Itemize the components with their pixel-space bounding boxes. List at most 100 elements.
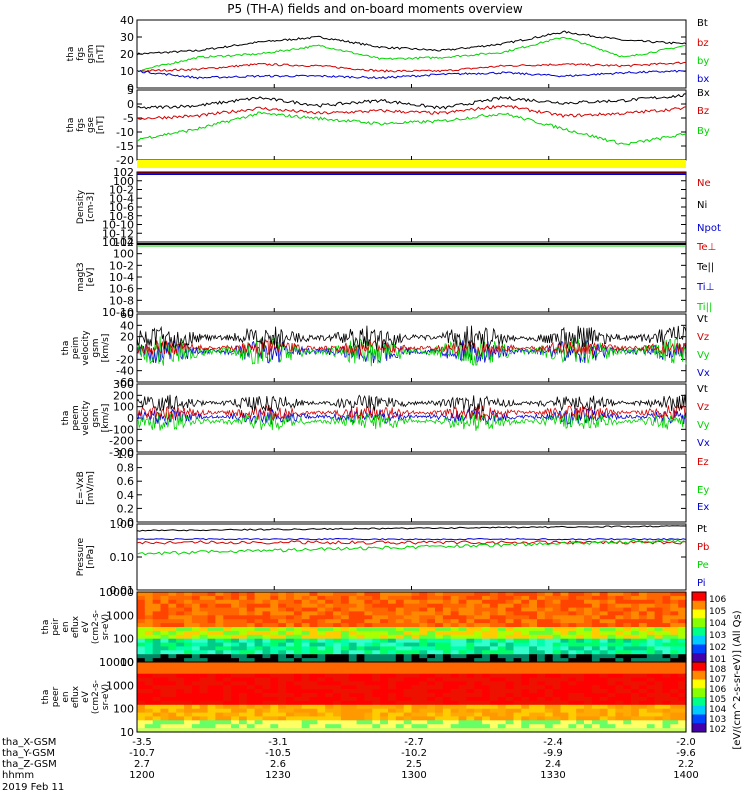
heatmap-cell bbox=[207, 712, 216, 718]
heatmap-cell bbox=[301, 619, 311, 624]
heatmap-cell bbox=[576, 592, 585, 597]
heatmap-cell bbox=[395, 595, 405, 601]
heatmap-cell bbox=[591, 716, 601, 721]
heatmap-cell bbox=[239, 720, 248, 725]
heatmap-cell bbox=[325, 592, 334, 597]
heatmap-cell bbox=[380, 611, 389, 616]
heatmap-cell bbox=[599, 619, 609, 624]
heatmap-cell bbox=[678, 716, 687, 721]
heatmap-cell bbox=[442, 689, 452, 694]
heatmap-cell bbox=[615, 627, 624, 632]
heatmap-cell bbox=[576, 603, 585, 609]
heatmap-cell bbox=[246, 689, 256, 694]
heatmap-cell bbox=[348, 716, 358, 721]
heatmap-cell bbox=[215, 611, 224, 616]
heatmap-cell bbox=[160, 689, 169, 694]
heatmap-cell bbox=[521, 662, 530, 667]
heatmap-cell bbox=[278, 627, 287, 632]
series-line-vz bbox=[136, 339, 687, 357]
heatmap-cell bbox=[411, 638, 420, 644]
heatmap-cell bbox=[646, 595, 656, 601]
heatmap-cell bbox=[184, 693, 193, 698]
heatmap-cell bbox=[325, 669, 334, 675]
heatmap-cell bbox=[435, 650, 444, 655]
heatmap-cell bbox=[356, 685, 365, 690]
y-axis-label: fgs bbox=[76, 47, 86, 61]
heatmap-cell bbox=[560, 716, 569, 721]
heatmap-cell bbox=[356, 627, 365, 632]
heatmap-cell bbox=[223, 603, 232, 609]
heatmap-cell bbox=[623, 693, 632, 698]
heatmap-cell bbox=[615, 724, 624, 729]
heatmap-cell bbox=[552, 689, 562, 694]
heatmap-cell bbox=[568, 700, 577, 706]
heatmap-cell bbox=[395, 708, 405, 714]
heatmap-cell bbox=[442, 712, 452, 718]
heatmap-cell bbox=[223, 685, 232, 690]
heatmap-cell bbox=[340, 677, 350, 683]
heatmap-cell bbox=[239, 607, 248, 613]
heatmap-cell bbox=[513, 630, 522, 636]
heatmap-cell bbox=[466, 700, 475, 706]
heatmap-cell bbox=[529, 615, 538, 620]
heatmap-cell bbox=[191, 716, 201, 721]
heatmap-cell bbox=[482, 662, 491, 667]
heatmap-cell bbox=[646, 728, 656, 733]
heatmap-cell bbox=[395, 665, 405, 671]
heatmap-cell bbox=[584, 700, 593, 706]
heatmap-cell bbox=[395, 720, 405, 725]
heatmap-cell bbox=[176, 619, 185, 624]
heatmap-cell bbox=[239, 689, 248, 694]
heatmap-cell bbox=[176, 720, 185, 725]
heatmap-cell bbox=[325, 724, 334, 729]
heatmap-cell bbox=[662, 724, 671, 729]
heatmap-cell bbox=[246, 728, 256, 733]
heatmap-cell bbox=[388, 685, 397, 690]
heatmap-cell bbox=[340, 673, 350, 679]
heatmap-cell bbox=[372, 704, 381, 710]
y-axis-label: sr-eV) bbox=[101, 684, 111, 710]
heatmap-cell bbox=[152, 627, 162, 632]
series-line-by bbox=[136, 111, 687, 146]
heatmap-cell bbox=[599, 716, 609, 721]
heatmap-cell bbox=[254, 615, 263, 620]
heatmap-cell bbox=[176, 669, 185, 675]
heatmap-cell bbox=[450, 595, 460, 601]
heatmap-cell bbox=[286, 607, 295, 613]
heatmap-cell bbox=[646, 716, 656, 721]
heatmap-cell bbox=[474, 724, 483, 729]
heatmap-cell bbox=[160, 611, 169, 616]
heatmap-cell bbox=[223, 720, 232, 725]
heatmap-cell bbox=[333, 638, 342, 644]
heatmap-cell bbox=[191, 689, 201, 694]
heatmap-cell bbox=[278, 724, 287, 729]
heatmap-cell bbox=[254, 623, 263, 628]
heatmap-cell bbox=[372, 689, 381, 694]
heatmap-cell bbox=[144, 599, 154, 605]
heatmap-cell bbox=[537, 665, 546, 671]
heatmap-cell bbox=[137, 704, 146, 710]
heatmap-cell bbox=[670, 634, 679, 640]
heatmap-cell bbox=[521, 658, 530, 663]
heatmap-cell bbox=[239, 603, 248, 609]
heatmap-cell bbox=[537, 638, 546, 644]
heatmap-cell bbox=[207, 728, 216, 733]
heatmap-cell bbox=[489, 650, 499, 655]
heatmap-cell bbox=[419, 669, 428, 675]
heatmap-cell bbox=[568, 642, 577, 648]
heatmap-cell bbox=[544, 611, 554, 616]
heatmap-cell bbox=[239, 673, 248, 679]
heatmap-cell bbox=[215, 619, 224, 624]
heatmap-cell bbox=[223, 728, 232, 733]
heatmap-cell bbox=[199, 728, 209, 733]
heatmap-cell bbox=[317, 669, 326, 675]
y-tick-label: 10-4 bbox=[109, 192, 134, 205]
heatmap-cell bbox=[340, 619, 350, 624]
heatmap-cell bbox=[568, 697, 577, 702]
heatmap-cell bbox=[254, 642, 263, 648]
heatmap-cell bbox=[505, 595, 514, 601]
y-tick-label: 0 bbox=[127, 342, 134, 355]
heatmap-cell bbox=[333, 630, 342, 636]
heatmap-cell bbox=[552, 708, 562, 714]
heatmap-cell bbox=[427, 724, 436, 729]
